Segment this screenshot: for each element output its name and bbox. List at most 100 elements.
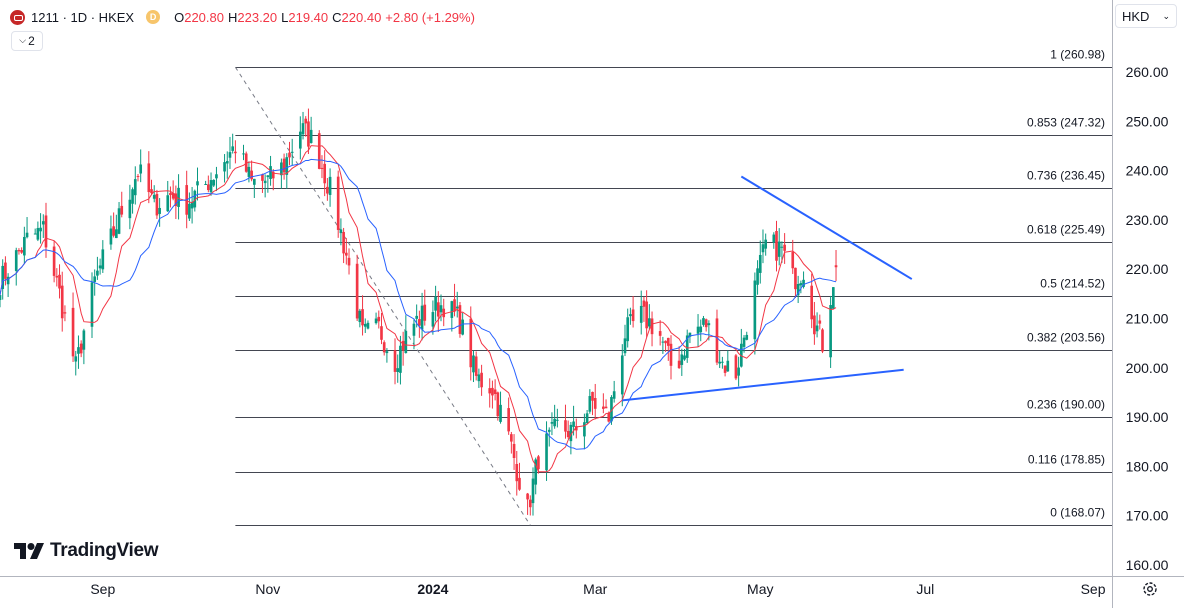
candle-body <box>639 305 643 323</box>
candle-body <box>780 246 784 248</box>
candle-body <box>120 205 124 215</box>
candle-body <box>382 342 386 353</box>
candle-body <box>282 158 286 173</box>
candle-body <box>115 229 118 239</box>
candle-body <box>17 250 21 252</box>
candle-body <box>361 309 364 326</box>
candle-body <box>231 146 235 151</box>
trendlines[interactable] <box>622 175 913 402</box>
candle-body <box>453 299 456 312</box>
price-tick-label: 250.00 <box>1126 113 1169 129</box>
candle-body <box>363 323 367 327</box>
indicators-toggle[interactable]: ⌵ 2 <box>11 31 43 51</box>
fibonacci-retracement[interactable]: 1 (260.98) 0.853 (247.32) 0.736 (236.45) 0.… <box>234 48 1112 526</box>
candle-body <box>320 167 324 169</box>
candle-body <box>396 368 400 372</box>
candle-body <box>242 153 245 155</box>
tradingview-icon <box>14 543 44 559</box>
fib-level-label: 0.236 (190.00) <box>1027 398 1105 412</box>
candle-body <box>718 361 722 364</box>
candle-body <box>758 254 762 273</box>
candle-body <box>685 335 689 358</box>
candle-body <box>250 170 253 180</box>
candle-body <box>290 151 294 153</box>
currency-selector[interactable]: HKD ⌄ <box>1115 4 1177 28</box>
candle-body <box>696 326 700 334</box>
candle-body <box>207 184 210 191</box>
candle-body <box>802 279 805 287</box>
price-tick-label: 220.00 <box>1126 261 1169 277</box>
candle-body <box>783 244 786 251</box>
time-tick-label: Nov <box>255 581 280 597</box>
candle-body <box>261 174 264 181</box>
candle-body <box>434 296 437 311</box>
ma-slow-line <box>0 158 837 450</box>
fib-level-label: 0.853 (247.32) <box>1027 116 1105 130</box>
candle-body <box>796 284 800 296</box>
candle-body <box>772 234 776 243</box>
candle-body <box>588 396 592 412</box>
candle-body <box>60 285 64 319</box>
candle-body <box>566 430 570 438</box>
candle-body <box>150 189 153 194</box>
symbol-legend[interactable]: 1211 · 1D · HKEX D O 220.80 H 223.20 L 219.… <box>10 7 475 27</box>
tradingview-logo[interactable]: TradingView <box>14 539 159 563</box>
candle-body <box>810 285 814 320</box>
candle-body <box>620 355 624 395</box>
ma-fast-line <box>0 145 837 473</box>
candle-body <box>328 176 332 195</box>
candle-body <box>188 203 191 219</box>
symbol-title[interactable]: 1211 · 1D · HKEX <box>31 9 135 25</box>
candle-body <box>704 319 708 328</box>
candle-body <box>323 163 326 184</box>
currency-label: HKD <box>1122 8 1150 24</box>
candle-body <box>499 404 502 422</box>
chevron-down-icon: ⌵ <box>19 34 27 45</box>
candle-body <box>431 312 435 327</box>
candle-body <box>547 429 551 432</box>
time-tick-label: Jul <box>916 581 934 597</box>
candle-body <box>569 424 573 442</box>
change-value: +2.80 (+1.29%) <box>385 9 475 25</box>
candle-body <box>393 350 397 372</box>
candle-body <box>477 374 481 382</box>
fib-level-label: 0.618 (225.49) <box>1027 223 1105 237</box>
time-tick-label: Sep <box>1081 581 1106 597</box>
candle-body <box>488 388 492 394</box>
candle-body <box>112 226 115 236</box>
candle-body <box>721 361 724 363</box>
price-tick-label: 160.00 <box>1126 557 1169 573</box>
candle-body <box>366 322 370 329</box>
candle-body <box>374 318 378 324</box>
candle-body <box>52 246 56 276</box>
high-value: 223.20 <box>237 9 278 25</box>
candle-body <box>550 422 554 424</box>
candle-body <box>139 164 143 174</box>
trendline <box>622 368 904 402</box>
candle-body <box>650 318 654 335</box>
candle-body <box>610 397 613 422</box>
candle-body <box>23 236 26 256</box>
candle-body <box>244 153 248 172</box>
candle-body <box>169 192 172 196</box>
time-tick-label: May <box>747 581 773 597</box>
candle-body <box>247 166 251 177</box>
price-tick-label: 230.00 <box>1126 212 1169 228</box>
close-label: C <box>332 9 342 25</box>
candle-body <box>683 355 686 360</box>
candle-body <box>831 287 835 309</box>
candle-body <box>629 314 632 317</box>
price-tick-label: 200.00 <box>1126 360 1169 376</box>
candle-body <box>742 337 746 347</box>
candle-body <box>41 221 45 225</box>
time-tick-label: Mar <box>583 581 607 597</box>
candle-body <box>480 372 483 388</box>
fib-level-label: 0.382 (203.56) <box>1027 331 1105 345</box>
price-tick-label: 180.00 <box>1126 458 1169 474</box>
candle-body <box>377 316 381 322</box>
gear-icon[interactable] <box>1141 580 1159 598</box>
low-label: L <box>281 9 289 25</box>
candle-body <box>177 187 180 207</box>
delayed-data-badge[interactable]: D <box>146 10 161 24</box>
